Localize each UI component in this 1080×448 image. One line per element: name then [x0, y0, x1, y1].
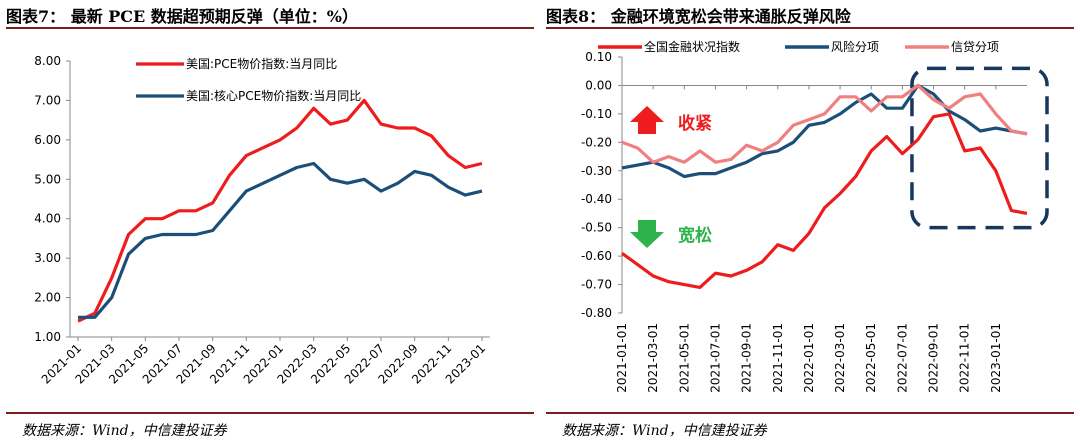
left-series-line-1 — [78, 161, 483, 319]
loosen-down-arrow-icon — [630, 220, 664, 248]
right-x-tick-label: 2021-05-01 — [677, 323, 691, 393]
right-x-tick-label: 2021-07-01 — [708, 323, 722, 393]
right-legend-label-2: 信贷分项 — [951, 40, 999, 54]
right-x-tick-label: 2022-09-01 — [927, 323, 941, 393]
right-series-line-0 — [621, 112, 1028, 289]
right-source-note: 数据来源：Wind，中信建投证券 — [562, 423, 767, 439]
left-chart-panel: 图表7： 最新 PCE 数据超预期反弹（单位：%） 1.00 2.00 3.00 4.… — [6, 7, 534, 439]
right-y-tick-label: -0.50 — [581, 221, 612, 235]
left-y-tick-label: 4.00 — [34, 212, 61, 226]
right-x-tick-label: 2021-01-01 — [615, 323, 629, 393]
right-y-tick-label: -0.30 — [581, 164, 612, 178]
left-y-tick-label: 1.00 — [34, 330, 61, 344]
loosen-label: 宽松 — [678, 225, 712, 246]
left-y-tick-label: 7.00 — [34, 93, 61, 107]
right-y-tick-label: 0.00 — [585, 78, 612, 92]
right-title-rule — [546, 27, 1074, 29]
right-x-tick-label: 2021-03-01 — [646, 323, 660, 393]
right-legend-label-1: 风险分项 — [831, 39, 879, 54]
right-y-tick-label: -0.10 — [581, 107, 612, 121]
right-x-tick-label: 2021-11-01 — [771, 323, 785, 393]
left-y-tick-label: 5.00 — [34, 172, 61, 186]
right-chart-panel: 图表8： 金融环境宽松会带来通胀反弹风险 0.10 0.00 -0.10 -0.20 -… — [540, 0, 1080, 448]
right-x-tick-label: 2023-01-01 — [989, 323, 1003, 393]
left-y-tick-label: 8.00 — [34, 54, 61, 68]
right-x-tick-label: 2021-09-01 — [740, 323, 754, 393]
left-source-rule — [6, 412, 534, 414]
left-legend-label-0: 美国:PCE物价指数:当月同比 — [186, 56, 337, 71]
right-x-tick-label: 2022-01-01 — [802, 323, 816, 393]
right-x-tick-label: 2022-11-01 — [958, 323, 972, 393]
right-chart-title: 图表8： 金融环境宽松会带来通胀反弹风险 — [546, 7, 851, 26]
right-x-tick-label: 2022-05-01 — [864, 323, 878, 393]
left-chart-title: 图表7： 最新 PCE 数据超预期反弹（单位：%） — [6, 7, 359, 26]
right-x-tick-label: 2022-07-01 — [895, 323, 909, 393]
right-source-rule — [546, 412, 1074, 414]
tighten-up-arrow-icon — [630, 106, 664, 134]
left-title-rule — [6, 27, 534, 29]
right-y-tick-label: -0.40 — [581, 192, 612, 206]
right-y-tick-label: -0.60 — [581, 249, 612, 263]
right-y-tick-label: -0.70 — [581, 278, 612, 292]
left-y-tick-label: 2.00 — [34, 291, 61, 305]
tighten-label: 收紧 — [678, 113, 712, 134]
left-source-note: 数据来源：Wind，中信建投证券 — [22, 423, 227, 439]
right-x-tick-label: 2022-03-01 — [833, 323, 847, 393]
right-legend-label-0: 全国金融状况指数 — [644, 39, 740, 54]
right-y-tick-label: 0.10 — [585, 50, 612, 64]
left-y-tick-label: 6.00 — [34, 133, 61, 147]
left-legend-label-1: 美国:核心PCE物价指数:当月同比 — [186, 88, 361, 103]
left-chart-svg: 1.002.003.004.005.006.007.008.002021-012… — [34, 54, 490, 387]
right-chart-svg: 0.10 0.00 -0.10 -0.20 -0.30 -0.40 -0.50 -0.60 -0… — [581, 39, 1049, 393]
right-y-tick-label: -0.20 — [581, 135, 612, 149]
right-series-line-2 — [621, 83, 1028, 164]
right-y-tick-label: -0.80 — [581, 306, 612, 320]
left-series-line-0 — [77, 98, 483, 323]
left-y-tick-label: 3.00 — [34, 251, 61, 265]
right-series-line-1 — [621, 83, 1028, 179]
